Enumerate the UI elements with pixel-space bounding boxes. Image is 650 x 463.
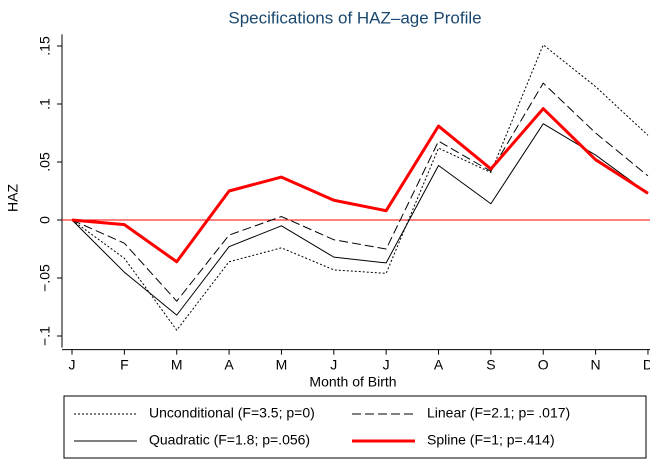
series-line [71,123,649,316]
legend-label: Quadratic (F=1.8; p=.056) [149,432,310,448]
legend-label: Spline (F=1; p=.414) [427,432,555,448]
series-line [71,44,649,331]
x-tick-label: A [434,356,444,372]
series-line [71,82,649,302]
x-axis-label: Month of Birth [309,374,396,390]
x-tick-label: O [538,356,549,372]
legend-box [63,395,647,459]
series-line [71,107,649,264]
x-tick-label: J [330,356,337,372]
x-tick-label: S [486,356,495,372]
legend-label: Unconditional (F=3.5; p=0) [149,405,315,421]
x-tick-label: A [224,356,234,372]
legend-label: Linear (F=2.1; p= .017) [427,405,570,421]
y-tick-label: 0 [37,216,53,224]
y-tick-label: −.1 [37,326,53,346]
chart-title: Specifications of HAZ–age Profile [228,8,481,27]
y-axis-label: HAZ [5,184,21,212]
x-tick-label: M [276,356,288,372]
y-tick-label: .1 [37,98,53,110]
x-tick-label: M [171,356,183,372]
x-tick-label: J [69,356,76,372]
y-tick-label: −.05 [37,264,53,292]
y-tick-label: .15 [37,36,53,56]
x-tick-label: N [591,356,601,372]
x-tick-label: F [120,356,129,372]
x-tick-label: D [643,356,650,372]
x-tick-label: J [383,356,390,372]
y-tick-label: .05 [37,152,53,172]
